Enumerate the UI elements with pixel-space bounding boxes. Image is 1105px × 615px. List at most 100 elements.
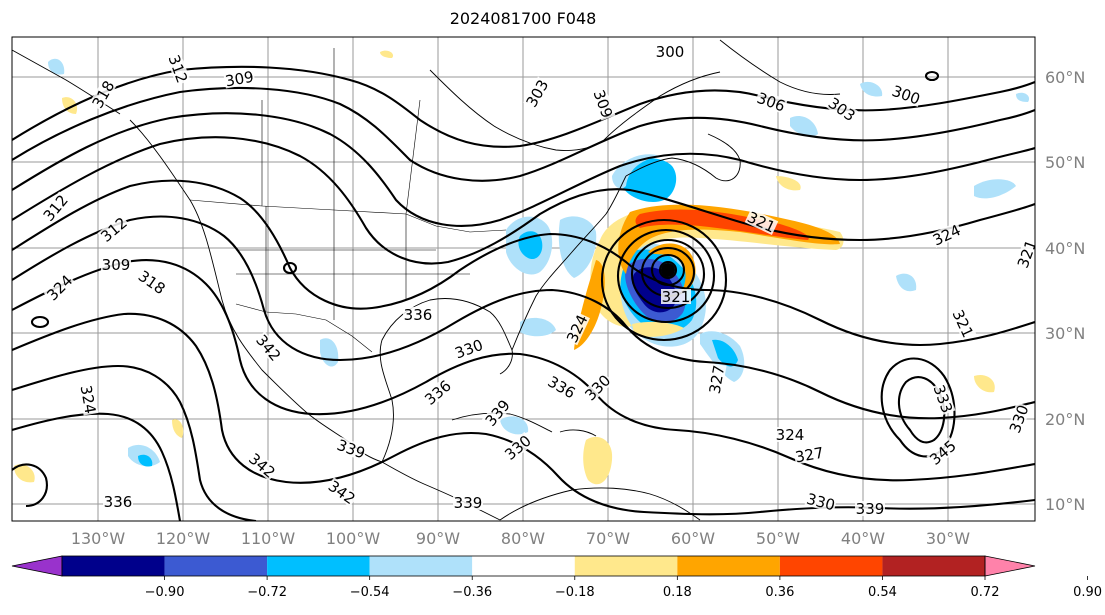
lat-tick-label: 40°N (1045, 239, 1085, 258)
contour-label-bg (889, 82, 923, 107)
lat-tick-label: 20°N (1045, 410, 1085, 429)
fill-yellow-lower (632, 321, 684, 337)
contour-312-north (12, 86, 1035, 182)
colorbar-tick-label: 0.18 (663, 585, 692, 600)
colorbar-tick-label: 0.90 (1073, 585, 1102, 600)
contour-324-mid (12, 215, 1035, 420)
contour-label-bg (88, 77, 117, 111)
lon-tick-label: 120°W (156, 529, 211, 548)
fill-blue-mid-se (712, 339, 738, 367)
lon-tick-label: 30°W (926, 529, 970, 548)
coast-hispaniola (559, 429, 597, 437)
lon-tick-label: 60°W (671, 529, 715, 548)
longitude-axis: 130°W 120°W 110°W 100°W 90°W 80°W 70°W 60°W 50°W… (71, 529, 970, 548)
contour-label: 336 (404, 306, 433, 324)
colorbar-extend-low (11, 555, 63, 577)
contour-label-bg (581, 371, 614, 404)
coast-cuba (451, 412, 553, 433)
colorbar-segment (369, 556, 473, 576)
contour-label: 309 (224, 68, 255, 91)
contour-closed-2 (924, 70, 940, 82)
contour-label-bg (804, 490, 838, 513)
contour-label-bg (661, 289, 691, 304)
contour-label-bg (744, 208, 779, 235)
colorbar-tick-label: 0.36 (765, 585, 794, 600)
colorbar-outline (61, 555, 986, 577)
contour-closed-3 (30, 316, 50, 328)
contour-label-bg (929, 221, 964, 248)
lon-tick-label: 90°W (416, 529, 460, 548)
contour-hurricane-1 (658, 261, 678, 279)
fill-blue-light-ne-2 (860, 81, 883, 97)
contour-label-bg (754, 89, 788, 114)
contour-label-bg (855, 501, 885, 516)
colorbar-tick-label: 0.54 (868, 585, 897, 600)
contour-label-bg (563, 311, 590, 346)
colorbar-extend-high (984, 555, 1036, 577)
lon-tick-label: 70°W (586, 529, 630, 548)
fill-blue-light-nw (48, 58, 65, 75)
contour-label-bg (39, 191, 71, 225)
coast-canada-east (625, 133, 741, 182)
fill-yellow-nw (62, 97, 78, 114)
chart-title: 2024081700 F048 (449, 9, 597, 28)
contour-label-bg (421, 376, 455, 408)
contour-label: 324 (776, 426, 805, 444)
border-us-mexico (235, 303, 373, 353)
contour-hurricane-3 (640, 246, 696, 298)
map-frame (11, 36, 1036, 522)
contour-label-bg (78, 383, 99, 416)
contour-label-bg (706, 363, 727, 396)
contour-label-bg (223, 68, 256, 89)
contour-label-bg (522, 76, 551, 110)
colorbar-segment (62, 556, 165, 576)
contour-label-bg (245, 449, 279, 481)
colorbar-segment (574, 556, 678, 576)
fill-blue-light-ne-3 (974, 179, 1016, 199)
lat-tick-label: 30°N (1045, 324, 1085, 343)
contour-hurricane-2 (650, 253, 686, 287)
contour-label-bg (775, 427, 805, 442)
colorbar-segment (677, 556, 780, 576)
fill-blue-light-ne-5 (1016, 92, 1030, 102)
contour-label: 327 (706, 364, 729, 395)
contour-label-bg (931, 382, 956, 416)
fill-yellow-pacific (172, 419, 184, 438)
colorbar-segment (164, 556, 268, 576)
lon-tick-label: 40°W (841, 529, 885, 548)
fill-blue-light-cuba (500, 416, 529, 435)
coast-greenland (719, 39, 841, 95)
contour-label-bg (453, 495, 483, 510)
fill-yellow-pacific-2 (14, 464, 35, 483)
coast-hudson (429, 69, 605, 151)
colorbar-tick-label: −0.18 (555, 585, 595, 600)
lat-tick-label: 10°N (1045, 495, 1085, 514)
contour-339-south (12, 412, 182, 521)
contour-label: 339 (856, 500, 885, 518)
contour-hurricane-4 (630, 239, 706, 309)
contour-label-bg (43, 271, 76, 304)
contour-336-south (12, 364, 257, 521)
fill-yellow-central (380, 50, 394, 58)
lat-tick-label: 50°N (1045, 153, 1085, 172)
contour-label-bg (825, 94, 859, 124)
contour-label-bg (452, 336, 486, 361)
fill-blue-light-ecoast-2 (558, 216, 597, 278)
colorbar-segment (267, 556, 370, 576)
contour-label-bg (926, 436, 960, 468)
contour-label-bg (950, 306, 977, 341)
colorbar-segment (472, 556, 575, 576)
colorbar-segment (779, 556, 883, 576)
colorbar-tick-label: −0.36 (452, 585, 492, 600)
contour-label-bg (655, 44, 685, 59)
lon-tick-label: 100°W (326, 529, 381, 548)
hurricane-eye-marker (661, 263, 675, 277)
contour-label-bg (166, 52, 191, 86)
contour-321-mid (12, 179, 1035, 347)
contour-label-bg (135, 267, 169, 297)
contour-309-north (12, 65, 1035, 148)
colorbar-segment (882, 556, 985, 576)
lon-tick-label: 130°W (71, 529, 126, 548)
